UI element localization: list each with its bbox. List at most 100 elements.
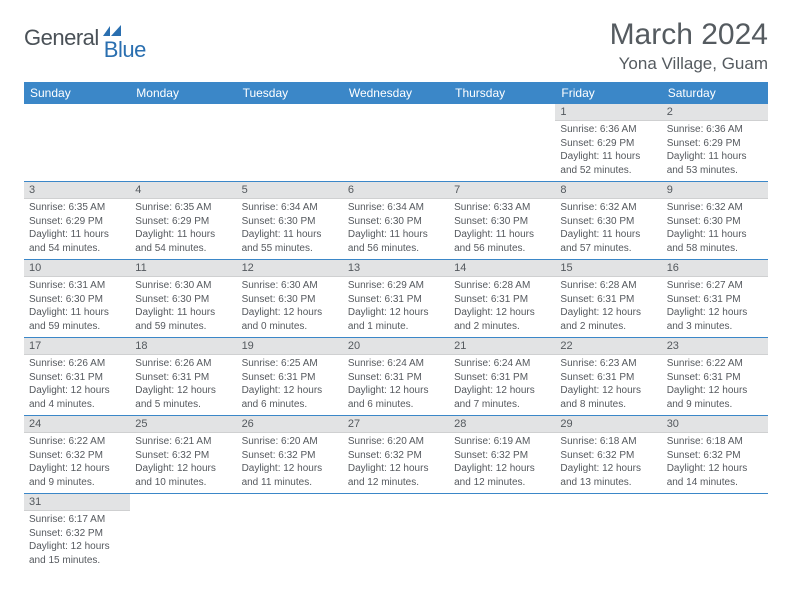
weekday-header: Saturday (662, 82, 768, 104)
day-number: 18 (130, 338, 236, 355)
day-number: 23 (662, 338, 768, 355)
weekday-header: Friday (555, 82, 661, 104)
calendar-day-cell: 20Sunrise: 6:24 AMSunset: 6:31 PMDayligh… (343, 338, 449, 416)
day-number: 4 (130, 182, 236, 199)
day-number: 20 (343, 338, 449, 355)
day-data: Sunrise: 6:30 AMSunset: 6:30 PMDaylight:… (237, 277, 343, 337)
calendar-day-cell (449, 104, 555, 182)
calendar-day-cell: 10Sunrise: 6:31 AMSunset: 6:30 PMDayligh… (24, 260, 130, 338)
calendar-day-cell: 31Sunrise: 6:17 AMSunset: 6:32 PMDayligh… (24, 494, 130, 572)
day-data: Sunrise: 6:20 AMSunset: 6:32 PMDaylight:… (343, 433, 449, 493)
day-number: 27 (343, 416, 449, 433)
calendar-day-cell: 15Sunrise: 6:28 AMSunset: 6:31 PMDayligh… (555, 260, 661, 338)
day-data: Sunrise: 6:20 AMSunset: 6:32 PMDaylight:… (237, 433, 343, 493)
calendar-table: Sunday Monday Tuesday Wednesday Thursday… (24, 82, 768, 571)
day-number: 3 (24, 182, 130, 199)
day-number: 10 (24, 260, 130, 277)
logo-text-2: Blue (104, 37, 146, 63)
day-number: 22 (555, 338, 661, 355)
calendar-day-cell: 29Sunrise: 6:18 AMSunset: 6:32 PMDayligh… (555, 416, 661, 494)
calendar-week-row: 17Sunrise: 6:26 AMSunset: 6:31 PMDayligh… (24, 338, 768, 416)
day-number: 7 (449, 182, 555, 199)
day-number: 29 (555, 416, 661, 433)
day-data: Sunrise: 6:24 AMSunset: 6:31 PMDaylight:… (449, 355, 555, 415)
calendar-day-cell: 19Sunrise: 6:25 AMSunset: 6:31 PMDayligh… (237, 338, 343, 416)
weekday-header: Thursday (449, 82, 555, 104)
day-data: Sunrise: 6:26 AMSunset: 6:31 PMDaylight:… (130, 355, 236, 415)
day-data: Sunrise: 6:33 AMSunset: 6:30 PMDaylight:… (449, 199, 555, 259)
day-data: Sunrise: 6:34 AMSunset: 6:30 PMDaylight:… (343, 199, 449, 259)
day-number: 24 (24, 416, 130, 433)
header: General Blue March 2024 Yona Village, Gu… (24, 18, 768, 74)
calendar-day-cell: 24Sunrise: 6:22 AMSunset: 6:32 PMDayligh… (24, 416, 130, 494)
calendar-day-cell: 4Sunrise: 6:35 AMSunset: 6:29 PMDaylight… (130, 182, 236, 260)
calendar-day-cell: 26Sunrise: 6:20 AMSunset: 6:32 PMDayligh… (237, 416, 343, 494)
day-number: 25 (130, 416, 236, 433)
month-title: March 2024 (610, 18, 768, 52)
calendar-day-cell (130, 494, 236, 572)
day-number: 11 (130, 260, 236, 277)
day-number: 31 (24, 494, 130, 511)
day-data: Sunrise: 6:26 AMSunset: 6:31 PMDaylight:… (24, 355, 130, 415)
calendar-day-cell: 23Sunrise: 6:22 AMSunset: 6:31 PMDayligh… (662, 338, 768, 416)
calendar-day-cell (662, 494, 768, 572)
calendar-day-cell: 13Sunrise: 6:29 AMSunset: 6:31 PMDayligh… (343, 260, 449, 338)
calendar-day-cell: 3Sunrise: 6:35 AMSunset: 6:29 PMDaylight… (24, 182, 130, 260)
calendar-day-cell: 8Sunrise: 6:32 AMSunset: 6:30 PMDaylight… (555, 182, 661, 260)
calendar-day-cell: 5Sunrise: 6:34 AMSunset: 6:30 PMDaylight… (237, 182, 343, 260)
day-data: Sunrise: 6:28 AMSunset: 6:31 PMDaylight:… (555, 277, 661, 337)
calendar-day-cell (237, 494, 343, 572)
day-number: 1 (555, 104, 661, 121)
day-data: Sunrise: 6:22 AMSunset: 6:32 PMDaylight:… (24, 433, 130, 493)
day-data: Sunrise: 6:27 AMSunset: 6:31 PMDaylight:… (662, 277, 768, 337)
day-data: Sunrise: 6:36 AMSunset: 6:29 PMDaylight:… (662, 121, 768, 181)
day-number: 21 (449, 338, 555, 355)
calendar-day-cell (555, 494, 661, 572)
day-number: 9 (662, 182, 768, 199)
calendar-day-cell: 7Sunrise: 6:33 AMSunset: 6:30 PMDaylight… (449, 182, 555, 260)
day-data: Sunrise: 6:28 AMSunset: 6:31 PMDaylight:… (449, 277, 555, 337)
calendar-day-cell (237, 104, 343, 182)
day-number: 8 (555, 182, 661, 199)
day-data: Sunrise: 6:32 AMSunset: 6:30 PMDaylight:… (662, 199, 768, 259)
day-data: Sunrise: 6:22 AMSunset: 6:31 PMDaylight:… (662, 355, 768, 415)
day-data: Sunrise: 6:34 AMSunset: 6:30 PMDaylight:… (237, 199, 343, 259)
day-number: 6 (343, 182, 449, 199)
day-number: 2 (662, 104, 768, 121)
day-number: 26 (237, 416, 343, 433)
day-number: 14 (449, 260, 555, 277)
day-number: 28 (449, 416, 555, 433)
weekday-header: Tuesday (237, 82, 343, 104)
calendar-day-cell (343, 494, 449, 572)
calendar-day-cell: 6Sunrise: 6:34 AMSunset: 6:30 PMDaylight… (343, 182, 449, 260)
calendar-day-cell: 12Sunrise: 6:30 AMSunset: 6:30 PMDayligh… (237, 260, 343, 338)
calendar-day-cell (24, 104, 130, 182)
calendar-day-cell: 18Sunrise: 6:26 AMSunset: 6:31 PMDayligh… (130, 338, 236, 416)
calendar-day-cell: 2Sunrise: 6:36 AMSunset: 6:29 PMDaylight… (662, 104, 768, 182)
logo-text-1: General (24, 25, 99, 51)
calendar-week-row: 1Sunrise: 6:36 AMSunset: 6:29 PMDaylight… (24, 104, 768, 182)
calendar-day-cell: 17Sunrise: 6:26 AMSunset: 6:31 PMDayligh… (24, 338, 130, 416)
day-data: Sunrise: 6:25 AMSunset: 6:31 PMDaylight:… (237, 355, 343, 415)
calendar-day-cell: 25Sunrise: 6:21 AMSunset: 6:32 PMDayligh… (130, 416, 236, 494)
day-data: Sunrise: 6:32 AMSunset: 6:30 PMDaylight:… (555, 199, 661, 259)
weekday-header: Wednesday (343, 82, 449, 104)
day-number: 5 (237, 182, 343, 199)
day-number: 12 (237, 260, 343, 277)
calendar-day-cell: 28Sunrise: 6:19 AMSunset: 6:32 PMDayligh… (449, 416, 555, 494)
day-data: Sunrise: 6:35 AMSunset: 6:29 PMDaylight:… (24, 199, 130, 259)
day-number: 30 (662, 416, 768, 433)
weekday-header-row: Sunday Monday Tuesday Wednesday Thursday… (24, 82, 768, 104)
calendar-day-cell (130, 104, 236, 182)
calendar-day-cell: 30Sunrise: 6:18 AMSunset: 6:32 PMDayligh… (662, 416, 768, 494)
day-data: Sunrise: 6:31 AMSunset: 6:30 PMDaylight:… (24, 277, 130, 337)
day-data: Sunrise: 6:23 AMSunset: 6:31 PMDaylight:… (555, 355, 661, 415)
day-data: Sunrise: 6:35 AMSunset: 6:29 PMDaylight:… (130, 199, 236, 259)
calendar-day-cell: 27Sunrise: 6:20 AMSunset: 6:32 PMDayligh… (343, 416, 449, 494)
day-data: Sunrise: 6:30 AMSunset: 6:30 PMDaylight:… (130, 277, 236, 337)
calendar-day-cell (343, 104, 449, 182)
calendar-day-cell: 22Sunrise: 6:23 AMSunset: 6:31 PMDayligh… (555, 338, 661, 416)
calendar-week-row: 3Sunrise: 6:35 AMSunset: 6:29 PMDaylight… (24, 182, 768, 260)
calendar-day-cell: 16Sunrise: 6:27 AMSunset: 6:31 PMDayligh… (662, 260, 768, 338)
weekday-header: Sunday (24, 82, 130, 104)
